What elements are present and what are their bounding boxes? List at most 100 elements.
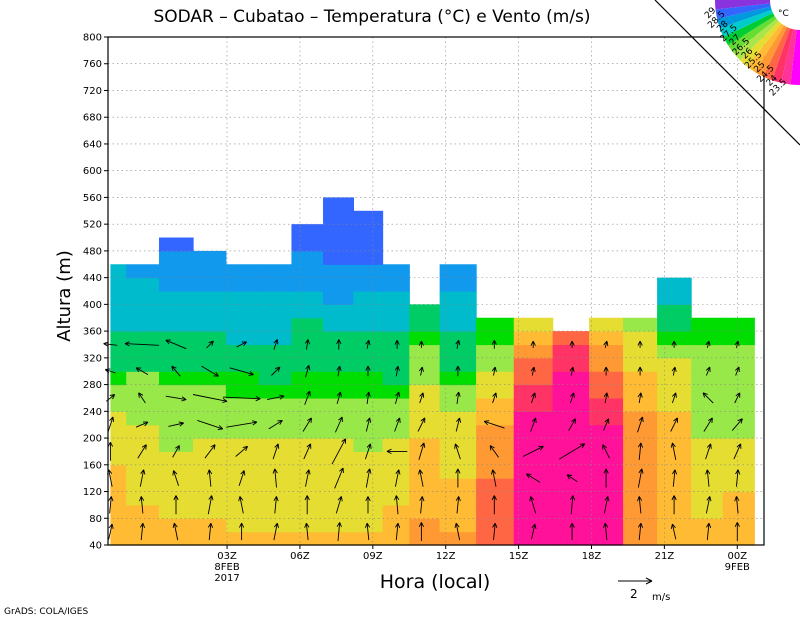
wind-vector — [172, 522, 179, 541]
wind-vector — [336, 391, 342, 405]
temperature-cell — [623, 357, 658, 372]
temperature-cell — [657, 344, 692, 359]
wind-vector — [566, 474, 578, 482]
x-tick-sublabel: 2017 — [214, 573, 239, 584]
wind-vector — [271, 366, 281, 376]
y-tick-label: 560 — [83, 193, 102, 204]
temperature-cell — [353, 304, 384, 319]
y-tick-label: 360 — [83, 327, 102, 338]
temperature-cell — [225, 344, 260, 359]
chart-title: SODAR – Cubatao – Temperatura (°C) e Ven… — [153, 7, 590, 27]
temperature-cell — [439, 344, 477, 359]
wind-vector — [135, 367, 149, 375]
temperature-cell — [323, 317, 354, 332]
wind-vector — [569, 340, 575, 348]
wind-vector — [365, 365, 371, 377]
temperature-cell — [291, 250, 324, 265]
temperature-cell — [476, 397, 515, 412]
temperature-cell — [323, 397, 354, 412]
temperature-cell — [110, 344, 127, 359]
temperature-cell — [589, 438, 624, 453]
wind-vector — [165, 395, 187, 402]
temperature-column — [258, 264, 293, 546]
temperature-cell — [409, 304, 441, 319]
temperature-cell — [513, 397, 554, 412]
wind-vector — [168, 421, 184, 427]
wind-vector — [734, 522, 740, 541]
temperature-cell — [409, 518, 441, 533]
temperature-cell — [439, 397, 477, 412]
wind-vector — [568, 418, 576, 431]
temperature-cell — [126, 384, 160, 399]
wind-scale-unit: m/s — [652, 592, 670, 603]
wind-vector — [107, 416, 115, 433]
temperature-cell — [126, 304, 160, 319]
temperature-cell — [291, 357, 324, 372]
temperature-cell — [382, 397, 410, 412]
temperature-cell — [353, 237, 384, 252]
temperature-cell — [225, 478, 260, 493]
temperature-cell — [159, 304, 194, 319]
temperature-cell — [382, 384, 410, 399]
temperature-cell — [409, 531, 441, 546]
temperature-cell — [258, 451, 293, 466]
wind-vector — [365, 417, 372, 432]
temperature-cell — [258, 397, 293, 412]
temperature-cell — [476, 424, 515, 439]
y-tick-label: 40 — [89, 541, 102, 552]
temperature-cell — [291, 291, 324, 305]
temperature-cell — [691, 331, 724, 346]
temperature-cell — [382, 291, 410, 305]
temperature-cell — [513, 424, 554, 439]
temperature-cell — [110, 531, 127, 546]
wind-vector — [418, 340, 425, 348]
temperature-column — [126, 264, 160, 546]
temperature-cell — [439, 384, 477, 399]
temperature-cell — [159, 451, 194, 466]
x-tick-label: 21Z — [655, 551, 675, 562]
wind-vector — [455, 391, 461, 404]
wind-vector — [491, 366, 497, 376]
temperature-cell — [323, 518, 354, 533]
temperature-cell — [513, 491, 554, 506]
temperature-cell — [323, 264, 354, 279]
temperature-cell — [291, 344, 324, 359]
temperature-cell — [126, 411, 160, 426]
wind-vector — [671, 340, 677, 348]
temperature-cell — [382, 504, 410, 519]
temperature-cell — [225, 291, 260, 305]
temperature-cell — [193, 331, 227, 346]
wind-vector — [222, 396, 261, 402]
temperature-cell — [258, 424, 293, 439]
wind-vector — [705, 366, 711, 376]
x-tick-sublabel: 9FEB — [725, 562, 750, 573]
temperature-column — [623, 317, 658, 546]
wind-vector — [705, 340, 711, 349]
wind-vector — [531, 523, 537, 540]
temperature-cell — [225, 277, 260, 292]
temperature-cell — [353, 344, 384, 359]
temperature-cell — [291, 264, 324, 279]
wind-vector — [491, 495, 497, 515]
temperature-cell — [439, 277, 477, 292]
wind-vector — [305, 365, 311, 378]
temperature-cell — [589, 357, 624, 372]
temperature-cell — [291, 384, 324, 399]
temperature-cell — [110, 371, 127, 386]
wind-vector — [671, 366, 677, 376]
temperature-cell — [225, 331, 260, 346]
temperature-cell — [513, 504, 554, 519]
colorbar-segment — [739, 21, 782, 67]
temperature-cell — [722, 411, 755, 426]
temperature-cell — [193, 384, 227, 399]
temperature-cell — [323, 224, 354, 239]
temperature-cell — [722, 331, 755, 346]
temperature-cell — [691, 384, 724, 399]
temperature-cell — [722, 451, 755, 466]
wind-vector — [670, 417, 678, 432]
temperature-cell — [409, 451, 441, 466]
temperature-cell — [353, 397, 384, 412]
temperature-cell — [193, 264, 227, 279]
temperature-cell — [513, 531, 554, 546]
temperature-cell — [291, 397, 324, 412]
